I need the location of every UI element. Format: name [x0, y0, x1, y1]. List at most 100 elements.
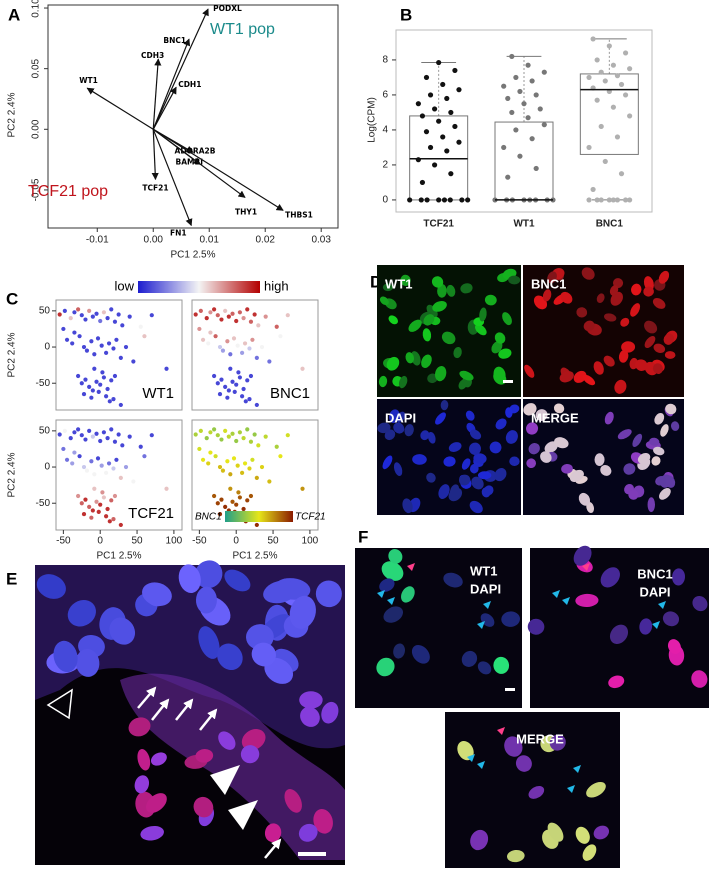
nucleus [583, 320, 595, 332]
arrowhead-solid [228, 800, 258, 830]
facet-label: BNC1 [270, 385, 310, 402]
data-point [432, 106, 438, 112]
y-axis-label: PC2 2.4% [7, 452, 18, 497]
nucleus [411, 645, 430, 664]
nucleus [593, 361, 604, 375]
marker-triangle [552, 590, 560, 598]
data-point [618, 81, 625, 88]
data-point [606, 43, 612, 49]
data-point [424, 197, 430, 203]
data-point [541, 122, 547, 128]
data-point [237, 375, 242, 380]
data-point [142, 334, 147, 339]
y-tick-label: -0.05 [31, 178, 42, 201]
data-point [225, 395, 230, 400]
data-point [212, 373, 217, 379]
data-point [627, 66, 633, 72]
annotation: TCF21 pop [28, 183, 108, 200]
nucleus [647, 497, 656, 513]
data-point [259, 344, 265, 350]
data-point [109, 498, 114, 503]
tile-label: WT1 [385, 276, 412, 291]
data-point [247, 397, 252, 402]
data-point [247, 466, 252, 471]
nucleus [528, 785, 545, 799]
nucleus [453, 346, 462, 359]
data-point [252, 432, 257, 437]
data-point [231, 336, 237, 341]
data-point [106, 461, 112, 466]
nucleus [664, 351, 676, 359]
data-point [217, 464, 223, 470]
data-point [234, 502, 239, 507]
data-point [68, 435, 73, 441]
nucleus [377, 422, 391, 434]
data-point [92, 352, 97, 357]
nucleus [443, 572, 463, 588]
data-point [92, 366, 97, 371]
nucleus [458, 474, 471, 486]
x-tick-label: 0 [233, 536, 239, 547]
data-point [232, 389, 237, 395]
data-point [452, 67, 458, 74]
data-point [79, 313, 84, 318]
nucleus [218, 731, 236, 750]
nucleus [420, 430, 430, 441]
data-point [142, 454, 147, 459]
nucleus [575, 593, 599, 608]
data-point [120, 443, 125, 448]
y-tick-label: 2 [382, 160, 388, 171]
data-point [62, 308, 67, 313]
data-point [248, 373, 254, 379]
data-point [123, 464, 129, 470]
nucleus [621, 341, 636, 353]
nucleus [150, 752, 167, 766]
nucleus [469, 500, 483, 514]
data-point [89, 459, 94, 464]
nucleus [382, 455, 393, 470]
nucleus [137, 748, 151, 771]
data-point [70, 461, 75, 466]
data-point [223, 384, 228, 389]
marker-triangle [407, 563, 415, 571]
data-point [300, 366, 305, 371]
nucleus [637, 452, 651, 464]
nucleus [142, 582, 172, 606]
data-point [501, 144, 507, 151]
nucleus [386, 356, 400, 371]
x-tick-label: 0.01 [200, 235, 220, 246]
nucleus [383, 606, 404, 623]
data-point [436, 118, 442, 124]
nucleus [553, 403, 565, 414]
marker-triangle [497, 727, 505, 735]
data-point [68, 315, 73, 321]
data-point [112, 319, 118, 324]
data-point [212, 427, 217, 432]
y-tick-label: 8 [382, 55, 388, 66]
data-point [448, 109, 454, 116]
nucleus [195, 749, 214, 763]
marker-triangle [652, 621, 660, 629]
data-point [245, 378, 250, 383]
data-point [594, 197, 600, 203]
nucleus [240, 745, 260, 764]
data-point [112, 493, 118, 499]
nucleus [443, 456, 456, 467]
data-point [90, 434, 95, 439]
colorbar [225, 511, 293, 522]
data-point [226, 388, 231, 393]
data-point [254, 355, 259, 360]
marker-triangle [582, 563, 590, 571]
scale-bar [298, 852, 326, 856]
data-point [197, 446, 202, 452]
nucleus [509, 456, 520, 467]
data-point [610, 62, 616, 68]
data-point [278, 334, 283, 339]
data-point [300, 486, 305, 491]
data-point [101, 430, 106, 435]
nucleus [469, 429, 482, 440]
data-point [215, 433, 220, 438]
nucleus [195, 586, 217, 614]
data-point [101, 495, 106, 500]
nucleus [471, 476, 484, 490]
